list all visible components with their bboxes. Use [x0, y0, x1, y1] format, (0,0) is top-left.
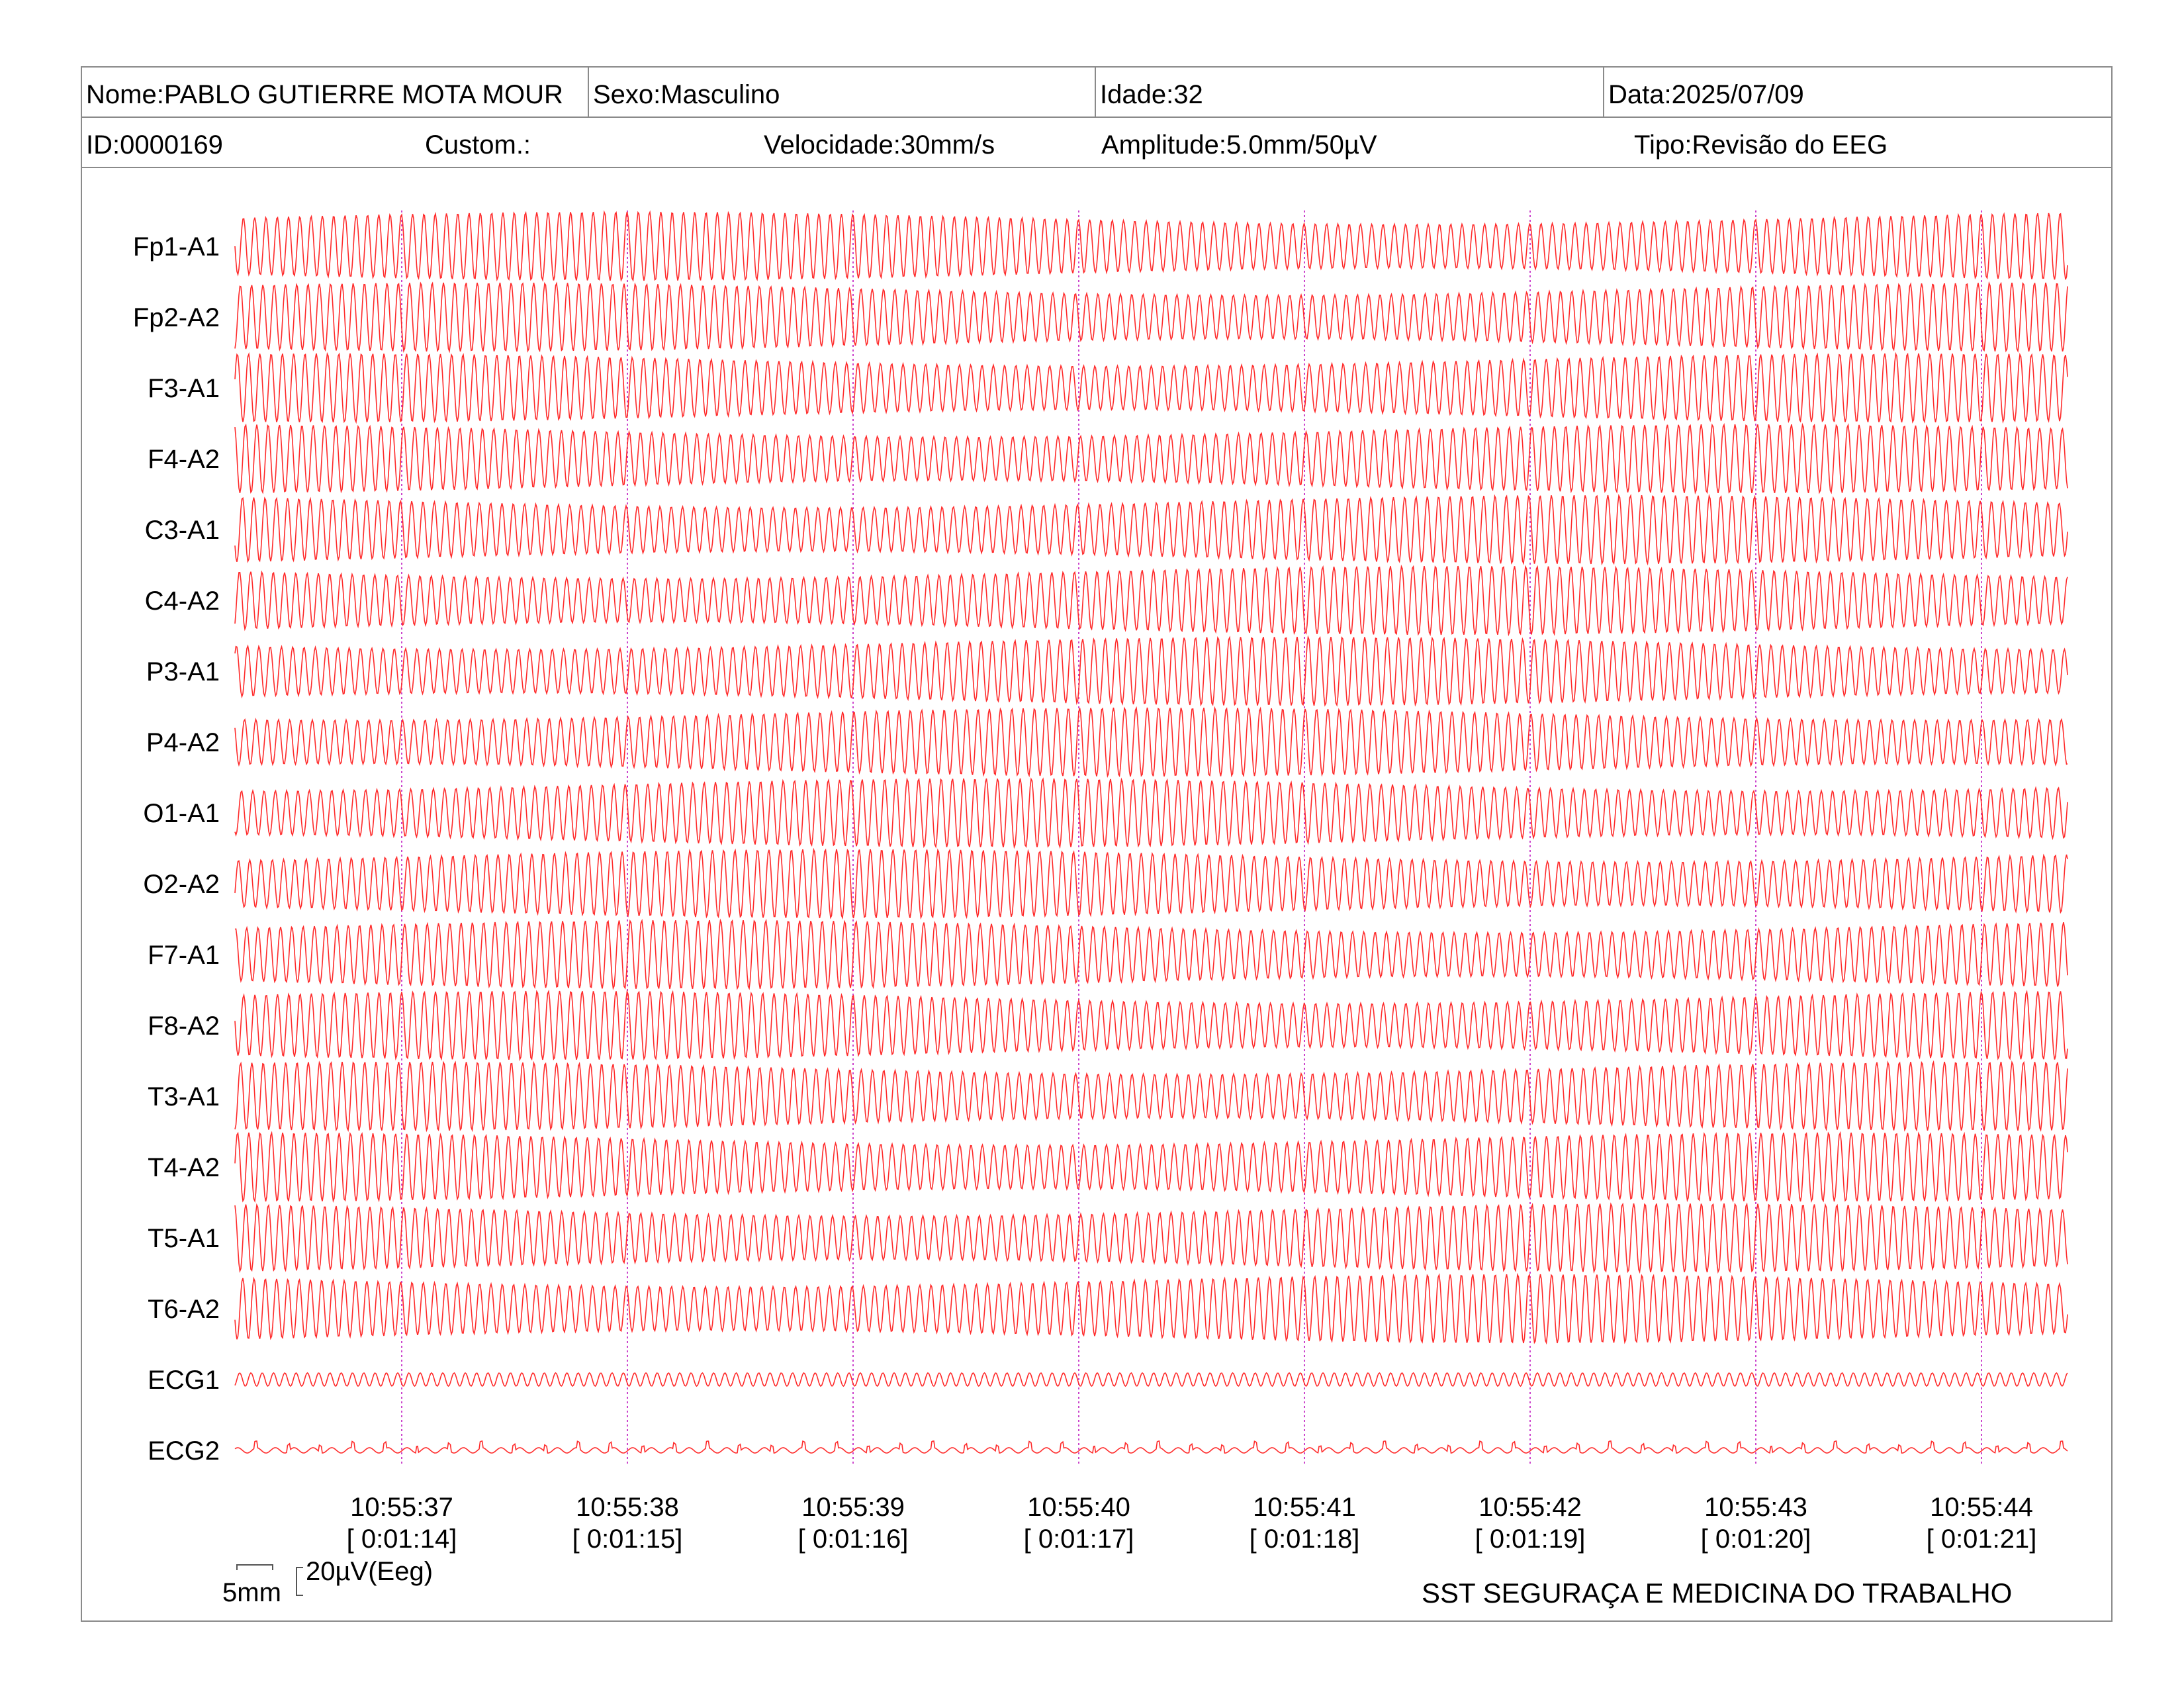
time-marker-elapsed: [ 0:01:20] — [1701, 1524, 1811, 1554]
time-marker-elapsed: [ 0:01:17] — [1024, 1524, 1134, 1554]
channel-trace — [234, 1440, 2068, 1454]
organization-name: SST SEGURAÇA E MEDICINA DO TRABALHO — [1422, 1577, 2013, 1609]
channel-label: F8-A2 — [148, 1011, 220, 1041]
channel-trace — [234, 564, 2068, 637]
channel-label: P4-A2 — [146, 728, 220, 757]
channel-label: F7-A1 — [148, 941, 220, 970]
header-divider — [1603, 68, 1604, 117]
header-row-2: ID:0000169 Custom.: Velocidade:30mm/s Am… — [82, 118, 2111, 168]
time-marker-elapsed: [ 0:01:16] — [798, 1524, 909, 1554]
channel-trace — [234, 847, 2068, 920]
channel-trace — [234, 1272, 2068, 1345]
time-marker-clock: 10:55:44 — [1930, 1493, 2033, 1522]
channel-trace — [234, 777, 2068, 849]
channel-trace — [234, 1131, 2068, 1203]
time-marker-elapsed: [ 0:01:21] — [1927, 1524, 2037, 1554]
time-marker-clock: 10:55:40 — [1027, 1493, 1130, 1522]
channel-trace — [234, 989, 2068, 1062]
channel-label: F4-A2 — [148, 445, 220, 474]
channel-trace — [234, 1372, 2068, 1387]
time-marker-elapsed: [ 0:01:18] — [1250, 1524, 1360, 1554]
time-marker-elapsed: [ 0:01:14] — [347, 1524, 457, 1554]
channel-trace — [234, 494, 2068, 566]
patient-id: ID:0000169 — [86, 130, 223, 160]
time-marker-elapsed: [ 0:01:15] — [572, 1524, 683, 1554]
channel-trace — [234, 1202, 2068, 1274]
channel-label: C3-A1 — [145, 516, 220, 545]
time-marker-clock: 10:55:39 — [801, 1493, 905, 1522]
channel-trace — [234, 635, 2068, 707]
patient-age: Idade:32 — [1100, 80, 1203, 109]
channel-trace — [234, 706, 2068, 778]
time-scale-label: 5mm — [222, 1578, 281, 1607]
channel-trace — [234, 1060, 2068, 1133]
channel-label: O2-A2 — [143, 870, 220, 899]
channel-label: C4-A2 — [145, 586, 220, 616]
record-type: Tipo:Revisão do EEG — [1634, 130, 1888, 160]
header-divider — [1095, 68, 1096, 117]
channel-label: Fp2-A2 — [133, 303, 220, 332]
channel-label: Fp1-A1 — [133, 232, 220, 261]
channel-trace — [234, 422, 2068, 495]
channel-trace — [234, 918, 2068, 990]
patient-name: Nome:PABLO GUTIERRE MOTA MOUR — [86, 80, 563, 109]
header-divider — [588, 68, 589, 117]
time-marker-clock: 10:55:41 — [1253, 1493, 1356, 1522]
time-marker-elapsed: [ 0:01:19] — [1475, 1524, 1586, 1554]
channel-label: T3-A1 — [148, 1082, 220, 1111]
channel-trace — [234, 210, 2068, 283]
channel-label: T5-A1 — [148, 1224, 220, 1253]
time-marker-clock: 10:55:37 — [350, 1493, 453, 1522]
report-frame: Nome:PABLO GUTIERRE MOTA MOUR Sexo:Mascu… — [81, 66, 2113, 1622]
time-marker-clock: 10:55:38 — [576, 1493, 679, 1522]
patient-sex: Sexo:Masculino — [593, 80, 780, 109]
channel-label: ECG2 — [148, 1436, 220, 1466]
time-marker-clock: 10:55:43 — [1704, 1493, 1807, 1522]
speed-setting: Velocidade:30mm/s — [764, 130, 995, 160]
calibration-bracket-icon — [236, 1564, 303, 1596]
channel-label: P3-A1 — [146, 657, 220, 686]
amplitude-scale-label: 20µV(Eeg) — [306, 1557, 433, 1586]
channel-label: ECG1 — [148, 1366, 220, 1395]
amplitude-setting: Amplitude:5.0mm/50µV — [1101, 130, 1377, 160]
custom-field: Custom.: — [425, 130, 531, 160]
channel-label: T6-A2 — [148, 1295, 220, 1324]
header-row-1: Nome:PABLO GUTIERRE MOTA MOUR Sexo:Mascu… — [82, 68, 2111, 118]
channel-label: T4-A2 — [148, 1153, 220, 1182]
channel-trace — [234, 281, 2068, 353]
channel-label: F3-A1 — [148, 374, 220, 403]
channel-label: O1-A1 — [143, 799, 220, 828]
record-date: Data:2025/07/09 — [1608, 80, 1804, 109]
time-marker-clock: 10:55:42 — [1479, 1493, 1582, 1522]
channel-trace — [234, 352, 2068, 424]
